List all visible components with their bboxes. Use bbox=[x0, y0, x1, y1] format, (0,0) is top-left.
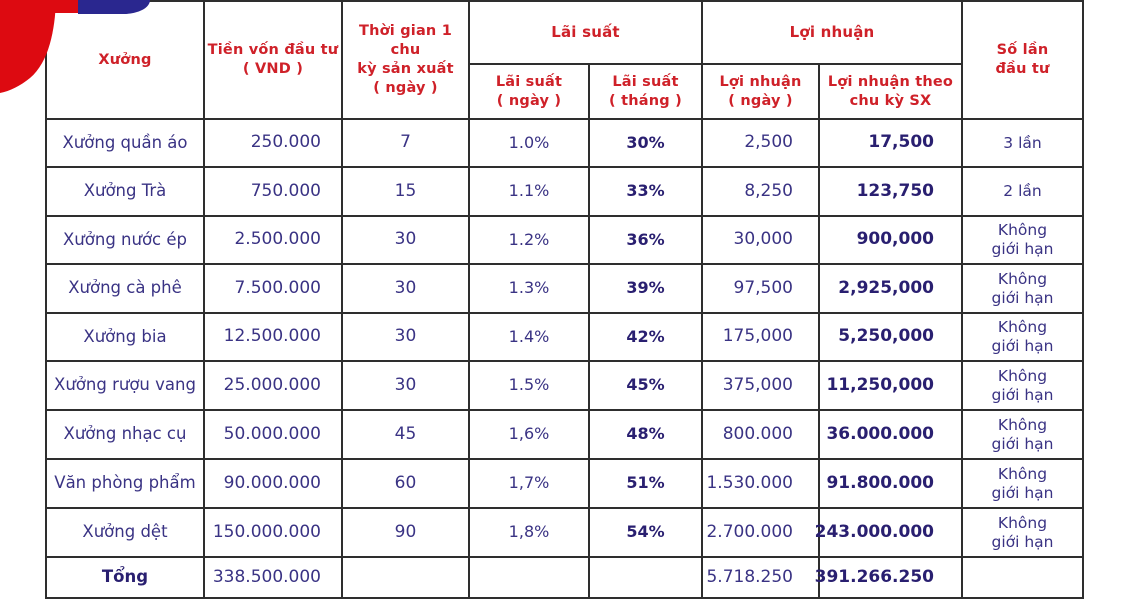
cell-cycle_days: 7 bbox=[343, 120, 470, 168]
cell-interest_day: 1.0% bbox=[470, 120, 590, 168]
cell-capital: 250.000 bbox=[205, 120, 343, 168]
cell-workshop: Xưởng dệt bbox=[47, 509, 205, 558]
total-cell-interest_day bbox=[470, 558, 590, 599]
cell-workshop: Xưởng Trà bbox=[47, 168, 205, 217]
cell-interest_day: 1.3% bbox=[470, 265, 590, 314]
cell-profit_cycle: 123,750 bbox=[820, 168, 963, 217]
cell-interest_month: 39% bbox=[590, 265, 703, 314]
cell-profit_cycle: 36.000.000 bbox=[820, 411, 963, 460]
header-interest-month: Lãi suất ( tháng ) bbox=[590, 65, 703, 120]
cell-workshop: Xưởng rượu vang bbox=[47, 362, 205, 411]
cell-interest_day: 1,6% bbox=[470, 411, 590, 460]
cell-investment_count: 2 lần bbox=[963, 168, 1084, 217]
logo-blue-bar-shape bbox=[78, 0, 150, 14]
cell-capital: 150.000.000 bbox=[205, 509, 343, 558]
cell-capital: 25.000.000 bbox=[205, 362, 343, 411]
cell-interest_day: 1.5% bbox=[470, 362, 590, 411]
header-profit-cycle: Lợi nhuận theo chu kỳ SX bbox=[820, 65, 963, 120]
cell-cycle_days: 30 bbox=[343, 265, 470, 314]
cell-cycle_days: 15 bbox=[343, 168, 470, 217]
cell-profit_day: 2.700.000 bbox=[703, 509, 820, 558]
cell-investment_count: Không giới hạn bbox=[963, 314, 1084, 362]
header-interest-day: Lãi suất ( ngày ) bbox=[470, 65, 590, 120]
cell-investment_count: Không giới hạn bbox=[963, 460, 1084, 509]
total-cell-interest_month bbox=[590, 558, 703, 599]
cell-profit_day: 97,500 bbox=[703, 265, 820, 314]
cell-interest_month: 48% bbox=[590, 411, 703, 460]
cell-interest_day: 1,8% bbox=[470, 509, 590, 558]
header-workshop: Xưởng bbox=[47, 2, 205, 120]
header-interest-group: Lãi suất bbox=[470, 2, 703, 65]
cell-workshop: Xưởng nước ép bbox=[47, 217, 205, 265]
total-cell-cycle_days bbox=[343, 558, 470, 599]
cell-profit_cycle: 11,250,000 bbox=[820, 362, 963, 411]
cell-profit_cycle: 2,925,000 bbox=[820, 265, 963, 314]
header-investment-count: Số lần đầu tư bbox=[963, 2, 1084, 120]
cell-interest_month: 42% bbox=[590, 314, 703, 362]
cell-cycle_days: 90 bbox=[343, 509, 470, 558]
cell-investment_count: Không giới hạn bbox=[963, 411, 1084, 460]
header-profit-day: Lợi nhuận ( ngày ) bbox=[703, 65, 820, 120]
cell-interest_day: 1.2% bbox=[470, 217, 590, 265]
cell-cycle_days: 60 bbox=[343, 460, 470, 509]
cell-investment_count: Không giới hạn bbox=[963, 265, 1084, 314]
cell-investment_count: 3 lần bbox=[963, 120, 1084, 168]
cell-profit_day: 1.530.000 bbox=[703, 460, 820, 509]
header-cycle-time: Thời gian 1 chu kỳ sản xuất ( ngày ) bbox=[343, 2, 470, 120]
header-capital: Tiền vốn đầu tư ( VND ) bbox=[205, 2, 343, 120]
cell-profit_day: 8,250 bbox=[703, 168, 820, 217]
investment-table: Xưởng Tiền vốn đầu tư ( VND ) Thời gian … bbox=[45, 0, 1084, 599]
cell-profit_cycle: 900,000 bbox=[820, 217, 963, 265]
cell-interest_month: 51% bbox=[590, 460, 703, 509]
cell-capital: 50.000.000 bbox=[205, 411, 343, 460]
cell-capital: 2.500.000 bbox=[205, 217, 343, 265]
cell-interest_month: 30% bbox=[590, 120, 703, 168]
cell-investment_count: Không giới hạn bbox=[963, 362, 1084, 411]
cell-investment_count: Không giới hạn bbox=[963, 509, 1084, 558]
total-cell-capital: 338.500.000 bbox=[205, 558, 343, 599]
logo-red-bar-shape bbox=[44, 0, 80, 13]
cell-profit_day: 375,000 bbox=[703, 362, 820, 411]
cell-interest_month: 36% bbox=[590, 217, 703, 265]
cell-capital: 12.500.000 bbox=[205, 314, 343, 362]
cell-interest_month: 45% bbox=[590, 362, 703, 411]
cell-interest_day: 1.1% bbox=[470, 168, 590, 217]
logo-red-blob-shape bbox=[0, 0, 56, 93]
cell-workshop: Xưởng bia bbox=[47, 314, 205, 362]
cell-workshop: Xưởng cà phê bbox=[47, 265, 205, 314]
cell-profit_day: 175,000 bbox=[703, 314, 820, 362]
cell-profit_cycle: 243.000.000 bbox=[815, 509, 963, 558]
cell-cycle_days: 30 bbox=[343, 362, 470, 411]
cell-capital: 750.000 bbox=[205, 168, 343, 217]
cell-profit_cycle: 5,250,000 bbox=[820, 314, 963, 362]
cell-interest_month: 33% bbox=[590, 168, 703, 217]
cell-interest_month: 54% bbox=[590, 509, 703, 558]
total-cell-profit_day: 5.718.250 bbox=[703, 558, 820, 599]
cell-cycle_days: 45 bbox=[343, 411, 470, 460]
cell-investment_count: Không giới hạn bbox=[963, 217, 1084, 265]
cell-workshop: Xưởng quần áo bbox=[47, 120, 205, 168]
cell-profit_day: 800.000 bbox=[703, 411, 820, 460]
total-cell-profit_cycle: 391.266.250 bbox=[815, 558, 963, 599]
total-cell-investment_count bbox=[963, 558, 1084, 599]
cell-profit_day: 30,000 bbox=[703, 217, 820, 265]
cell-cycle_days: 30 bbox=[343, 314, 470, 362]
cell-capital: 7.500.000 bbox=[205, 265, 343, 314]
cell-profit_day: 2,500 bbox=[703, 120, 820, 168]
cell-interest_day: 1.4% bbox=[470, 314, 590, 362]
cell-interest_day: 1,7% bbox=[470, 460, 590, 509]
header-profit-group: Lợi nhuận bbox=[703, 2, 963, 65]
cell-profit_cycle: 91.800.000 bbox=[820, 460, 963, 509]
cell-profit_cycle: 17,500 bbox=[820, 120, 963, 168]
cell-capital: 90.000.000 bbox=[205, 460, 343, 509]
cell-workshop: Văn phòng phẩm bbox=[47, 460, 205, 509]
cell-workshop: Xưởng nhạc cụ bbox=[47, 411, 205, 460]
total-cell-workshop: Tổng bbox=[47, 558, 205, 599]
cell-cycle_days: 30 bbox=[343, 217, 470, 265]
